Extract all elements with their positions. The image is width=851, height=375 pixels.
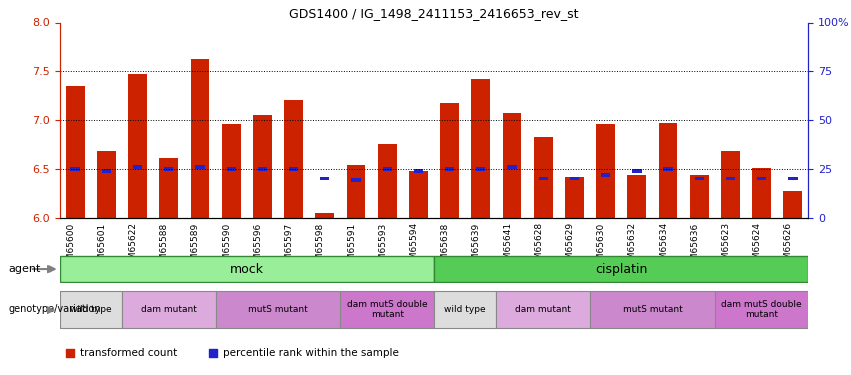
Bar <box>378 144 397 218</box>
Text: transformed count: transformed count <box>80 348 177 357</box>
Text: mutS mutant: mutS mutant <box>248 305 308 314</box>
Bar <box>164 167 174 171</box>
Bar <box>129 74 147 217</box>
Bar <box>191 58 209 217</box>
Text: genotype/variation: genotype/variation <box>9 304 101 314</box>
Bar <box>316 213 334 217</box>
Bar <box>414 169 423 172</box>
Text: ▶: ▶ <box>47 264 55 274</box>
Text: dam mutant: dam mutant <box>141 305 197 314</box>
Bar <box>159 158 178 218</box>
FancyBboxPatch shape <box>715 291 808 328</box>
Bar <box>659 123 677 218</box>
Bar <box>601 172 610 177</box>
FancyBboxPatch shape <box>60 291 122 328</box>
Bar <box>66 86 84 218</box>
Text: wild type: wild type <box>70 305 111 314</box>
FancyBboxPatch shape <box>590 291 715 328</box>
Text: cisplatin: cisplatin <box>595 262 648 276</box>
Bar <box>351 178 361 182</box>
Bar <box>258 167 267 171</box>
Bar <box>565 177 584 218</box>
Bar <box>320 177 329 180</box>
Bar <box>288 167 298 171</box>
Bar <box>784 191 802 217</box>
Bar <box>71 167 80 171</box>
Bar <box>409 171 428 217</box>
FancyBboxPatch shape <box>496 291 590 328</box>
Bar <box>445 167 454 171</box>
Bar <box>253 115 271 218</box>
Bar <box>195 165 204 169</box>
Bar <box>690 175 709 217</box>
Text: agent: agent <box>9 264 41 274</box>
Bar <box>133 165 142 169</box>
Bar <box>569 177 579 180</box>
Bar <box>97 151 116 217</box>
Bar <box>694 177 704 180</box>
Bar <box>382 167 391 171</box>
Bar <box>757 177 766 180</box>
Text: ▶: ▶ <box>47 304 55 314</box>
FancyBboxPatch shape <box>434 256 808 282</box>
Bar <box>752 168 771 217</box>
Bar <box>627 175 646 217</box>
Bar <box>788 177 797 180</box>
Bar <box>503 113 522 218</box>
Bar <box>539 177 548 180</box>
Bar <box>534 136 552 218</box>
Text: mock: mock <box>230 262 264 276</box>
Bar <box>101 169 111 172</box>
Bar <box>721 151 740 217</box>
Bar <box>284 100 303 218</box>
Bar <box>597 124 615 218</box>
Bar <box>222 124 241 218</box>
Text: dam mutS double
mutant: dam mutS double mutant <box>722 300 802 319</box>
Title: GDS1400 / IG_1498_2411153_2416653_rev_st: GDS1400 / IG_1498_2411153_2416653_rev_st <box>289 7 579 20</box>
Bar <box>726 177 735 180</box>
Bar <box>632 169 642 172</box>
Text: percentile rank within the sample: percentile rank within the sample <box>223 348 399 357</box>
Bar <box>226 167 236 171</box>
Bar <box>471 79 490 218</box>
Bar <box>507 165 517 169</box>
FancyBboxPatch shape <box>340 291 434 328</box>
Text: dam mutant: dam mutant <box>516 305 571 314</box>
Bar <box>663 167 672 171</box>
Bar <box>440 104 459 218</box>
FancyBboxPatch shape <box>122 291 215 328</box>
Text: wild type: wild type <box>444 305 486 314</box>
Bar <box>476 167 485 171</box>
Bar <box>346 165 365 218</box>
Text: dam mutS double
mutant: dam mutS double mutant <box>347 300 427 319</box>
FancyBboxPatch shape <box>215 291 340 328</box>
Point <box>401 213 414 219</box>
FancyBboxPatch shape <box>60 256 434 282</box>
FancyBboxPatch shape <box>434 291 496 328</box>
Text: mutS mutant: mutS mutant <box>623 305 683 314</box>
